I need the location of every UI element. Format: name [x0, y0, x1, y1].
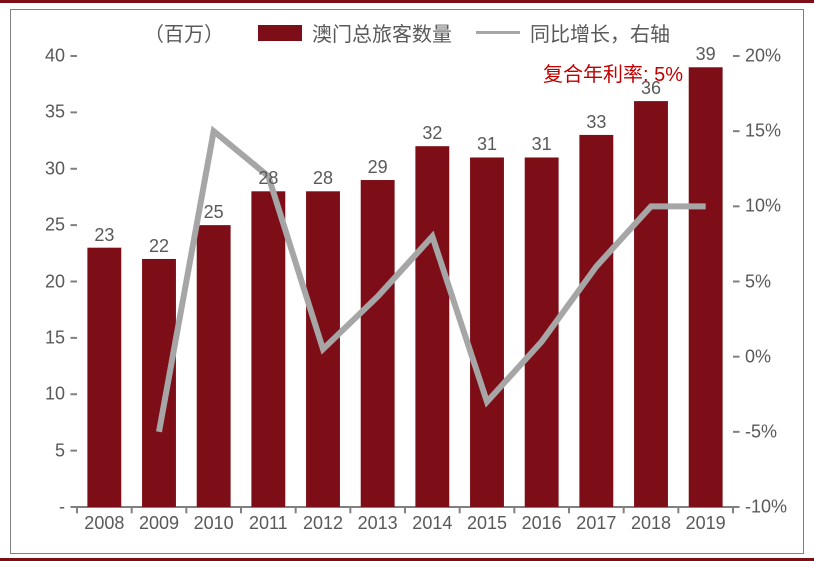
x-tick: 2018 [631, 513, 671, 534]
bar [689, 67, 723, 507]
bar-value-label: 23 [94, 225, 114, 246]
bar [470, 157, 504, 507]
bar-value-label: 36 [641, 78, 661, 99]
legend-swatch-line [476, 31, 520, 34]
x-axis: 2008 2009 2010 2011 2012 2013 2014 2015 2016 2017… [77, 513, 733, 545]
y-right-tick: 0% [745, 346, 799, 367]
y-axis-left: -510152025303540 [11, 56, 71, 507]
chart-frame: （百万） 澳门总旅客数量 同比增长，右轴 复合年利率: 5% -51015202… [0, 0, 814, 561]
y-right-tick: 15% [745, 121, 799, 142]
bar-value-label: 39 [696, 44, 716, 65]
y-axis-unit: （百万） [144, 18, 224, 47]
y-left-tick: 5 [11, 440, 65, 461]
bar-value-label: 32 [422, 123, 442, 144]
bar [251, 191, 285, 507]
plot-area: 232225282829323131333639 [77, 56, 733, 507]
y-left-tick: 40 [11, 46, 65, 67]
bar [87, 248, 121, 507]
legend-label-bar: 澳门总旅客数量 [312, 18, 452, 47]
legend-label-line: 同比增长，右轴 [530, 18, 670, 47]
bar [197, 225, 231, 507]
bar [634, 101, 668, 507]
bar-value-label: 33 [586, 112, 606, 133]
y-left-tick: 20 [11, 271, 65, 292]
x-tick: 2015 [467, 513, 507, 534]
x-tick: 2016 [522, 513, 562, 534]
y-right-tick: 20% [745, 46, 799, 67]
y-right-tick: -10% [745, 497, 799, 518]
y-left-tick: 10 [11, 384, 65, 405]
y-left-tick: 25 [11, 215, 65, 236]
bar [525, 157, 559, 507]
bar-value-label: 22 [149, 236, 169, 257]
y-left-tick: 30 [11, 158, 65, 179]
bar-value-label: 28 [313, 168, 333, 189]
x-tick: 2011 [249, 513, 288, 534]
legend-swatch-bar [258, 25, 302, 41]
bar-value-label: 25 [204, 202, 224, 223]
x-tick: 2014 [412, 513, 452, 534]
x-tick: 2009 [139, 513, 179, 534]
bar [415, 146, 449, 507]
bar [361, 180, 395, 507]
x-tick: 2017 [576, 513, 616, 534]
chart-svg [77, 56, 733, 507]
x-tick: 2010 [194, 513, 234, 534]
legend-item-line: 同比增长，右轴 [476, 18, 670, 47]
bar [579, 135, 613, 507]
y-axis-right: -10%-5%0%5%10%15%20% [739, 56, 799, 507]
chart-container: （百万） 澳门总旅客数量 同比增长，右轴 复合年利率: 5% -51015202… [10, 9, 804, 554]
x-tick: 2012 [303, 513, 343, 534]
y-right-tick: 10% [745, 196, 799, 217]
y-right-tick: -5% [745, 421, 799, 442]
x-tick: 2013 [358, 513, 398, 534]
bar-value-label: 28 [258, 168, 278, 189]
bar-value-label: 29 [368, 157, 388, 178]
y-right-tick: 5% [745, 271, 799, 292]
bar-value-label: 31 [532, 134, 552, 155]
legend-item-bar: 澳门总旅客数量 [258, 18, 452, 47]
y-left-tick: - [11, 497, 65, 518]
x-tick: 2008 [84, 513, 124, 534]
x-tick: 2019 [686, 513, 726, 534]
legend: （百万） 澳门总旅客数量 同比增长，右轴 [11, 18, 803, 47]
y-left-tick: 15 [11, 327, 65, 348]
y-left-tick: 35 [11, 102, 65, 123]
bar-value-label: 31 [477, 134, 497, 155]
